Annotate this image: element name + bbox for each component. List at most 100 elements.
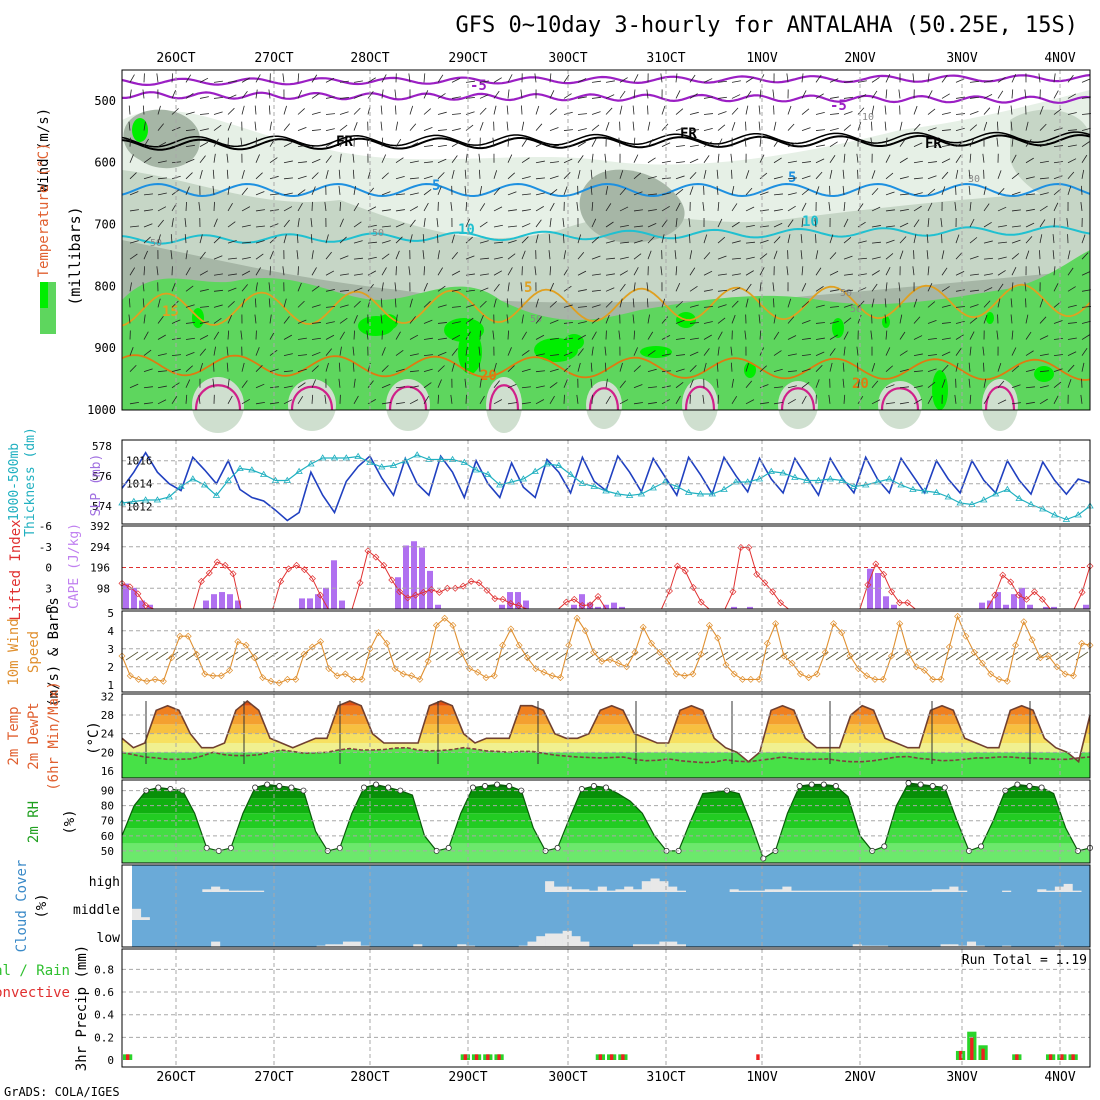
wind-barb: [731, 107, 739, 115]
rh-point: [808, 781, 815, 788]
thickness-point: [130, 497, 138, 504]
cape-bar: [875, 573, 881, 609]
wind-barb: [745, 224, 755, 228]
surface-wind-barb: [825, 651, 839, 661]
wind-barb: [955, 185, 957, 195]
date-label-top: 31OCT: [646, 51, 685, 66]
wind-barb: [465, 80, 475, 83]
wind-barb: [268, 298, 271, 308]
li-tick: 6: [45, 603, 52, 616]
wind-barb: [871, 298, 875, 308]
wind-barb: [185, 144, 195, 148]
wind-barb: [745, 283, 752, 292]
wind-barb: [969, 304, 979, 308]
wind-barb: [479, 240, 489, 244]
wind-barb: [983, 300, 991, 308]
cape-bar: [747, 606, 753, 609]
surface-wind-barb: [835, 651, 849, 661]
wind-barb: [156, 266, 159, 276]
date-label-top: 30OCT: [548, 51, 587, 66]
thickness-point: [236, 464, 244, 471]
cloud-bar-mid: [132, 908, 142, 920]
wind-barb: [521, 209, 531, 212]
cape-tick: 294: [90, 541, 110, 554]
wind-barb: [913, 398, 922, 405]
wind-barb: [913, 370, 923, 373]
wind-barb: [871, 225, 881, 228]
wind-barb: [395, 236, 403, 244]
wind-barb: [479, 107, 487, 115]
wind-barb: [955, 306, 965, 308]
wind-barb: [493, 362, 497, 372]
wind-barb: [899, 298, 901, 308]
isotherm-25: [984, 385, 1016, 411]
wind-barb: [1053, 127, 1063, 131]
wind-barb: [535, 142, 545, 148]
thickness-point: [295, 467, 303, 474]
surface-wind-barb: [435, 651, 449, 661]
wind-barb: [254, 314, 257, 324]
cloud-bar-low: [1054, 945, 1064, 947]
date-label-bottom: 28OCT: [350, 1070, 389, 1085]
wind-barb: [311, 285, 320, 292]
rh-bright-patch: [564, 334, 584, 350]
wind-barb: [716, 185, 719, 195]
wind-barb: [437, 186, 442, 196]
wind-barb: [745, 256, 755, 260]
wind-barb: [143, 121, 146, 131]
thickness-point: [460, 458, 469, 465]
wind-barb: [675, 90, 681, 99]
wind-barb: [647, 402, 657, 405]
wind-barb: [829, 270, 839, 276]
wind-barb: [353, 107, 361, 115]
rh-tick: 50: [101, 845, 114, 858]
wind-barb: [661, 353, 671, 356]
cloud-bar-low: [316, 945, 326, 947]
wind-barb: [143, 349, 152, 356]
wind-barb: [1052, 250, 1055, 260]
wind-barb: [969, 394, 972, 404]
wind-barb: [885, 191, 895, 196]
precip-conv-bar: [125, 1054, 130, 1060]
wind-barb: [773, 193, 783, 196]
wind-barb: [352, 153, 355, 163]
wind-barb: [619, 298, 623, 308]
li-point: [697, 598, 705, 606]
rh-point: [445, 844, 452, 851]
wind-barb: [437, 111, 447, 115]
wind-barb: [857, 362, 859, 372]
wind-barb: [689, 337, 699, 340]
wind-barb: [815, 337, 825, 340]
wind-barb: [381, 402, 391, 405]
wind-barb: [562, 234, 565, 244]
wind-barb: [255, 383, 265, 389]
cloud-bar-low: [342, 941, 353, 947]
wind-barb: [759, 191, 769, 196]
wind-barb: [871, 283, 878, 292]
wind-barb: [297, 395, 304, 405]
thickness-point: [826, 475, 834, 482]
wind-barb: [507, 172, 516, 180]
wind-barb: [969, 289, 979, 292]
wind-barb: [353, 300, 361, 308]
li-point: [459, 582, 467, 590]
wind-barb: [128, 314, 131, 324]
wind-barb: [297, 266, 299, 276]
li-point: [483, 586, 491, 594]
cape-bar: [1011, 594, 1017, 609]
wind-barb: [997, 256, 1007, 260]
wind-barb: [997, 206, 1007, 212]
wind-speed-point: [1053, 663, 1061, 671]
temp-tick: 24: [101, 728, 115, 741]
cloud-bar-low: [536, 936, 546, 947]
cape-bar: [307, 598, 313, 609]
wind-tick: 1: [107, 679, 114, 692]
thickness-point: [507, 478, 516, 485]
wind-barb: [731, 94, 741, 99]
thickness-point: [354, 452, 362, 459]
cloud-label-b: (%): [34, 893, 50, 918]
wind-barb: [577, 169, 581, 179]
wind-barb: [745, 187, 753, 196]
wind-barb: [325, 321, 335, 324]
